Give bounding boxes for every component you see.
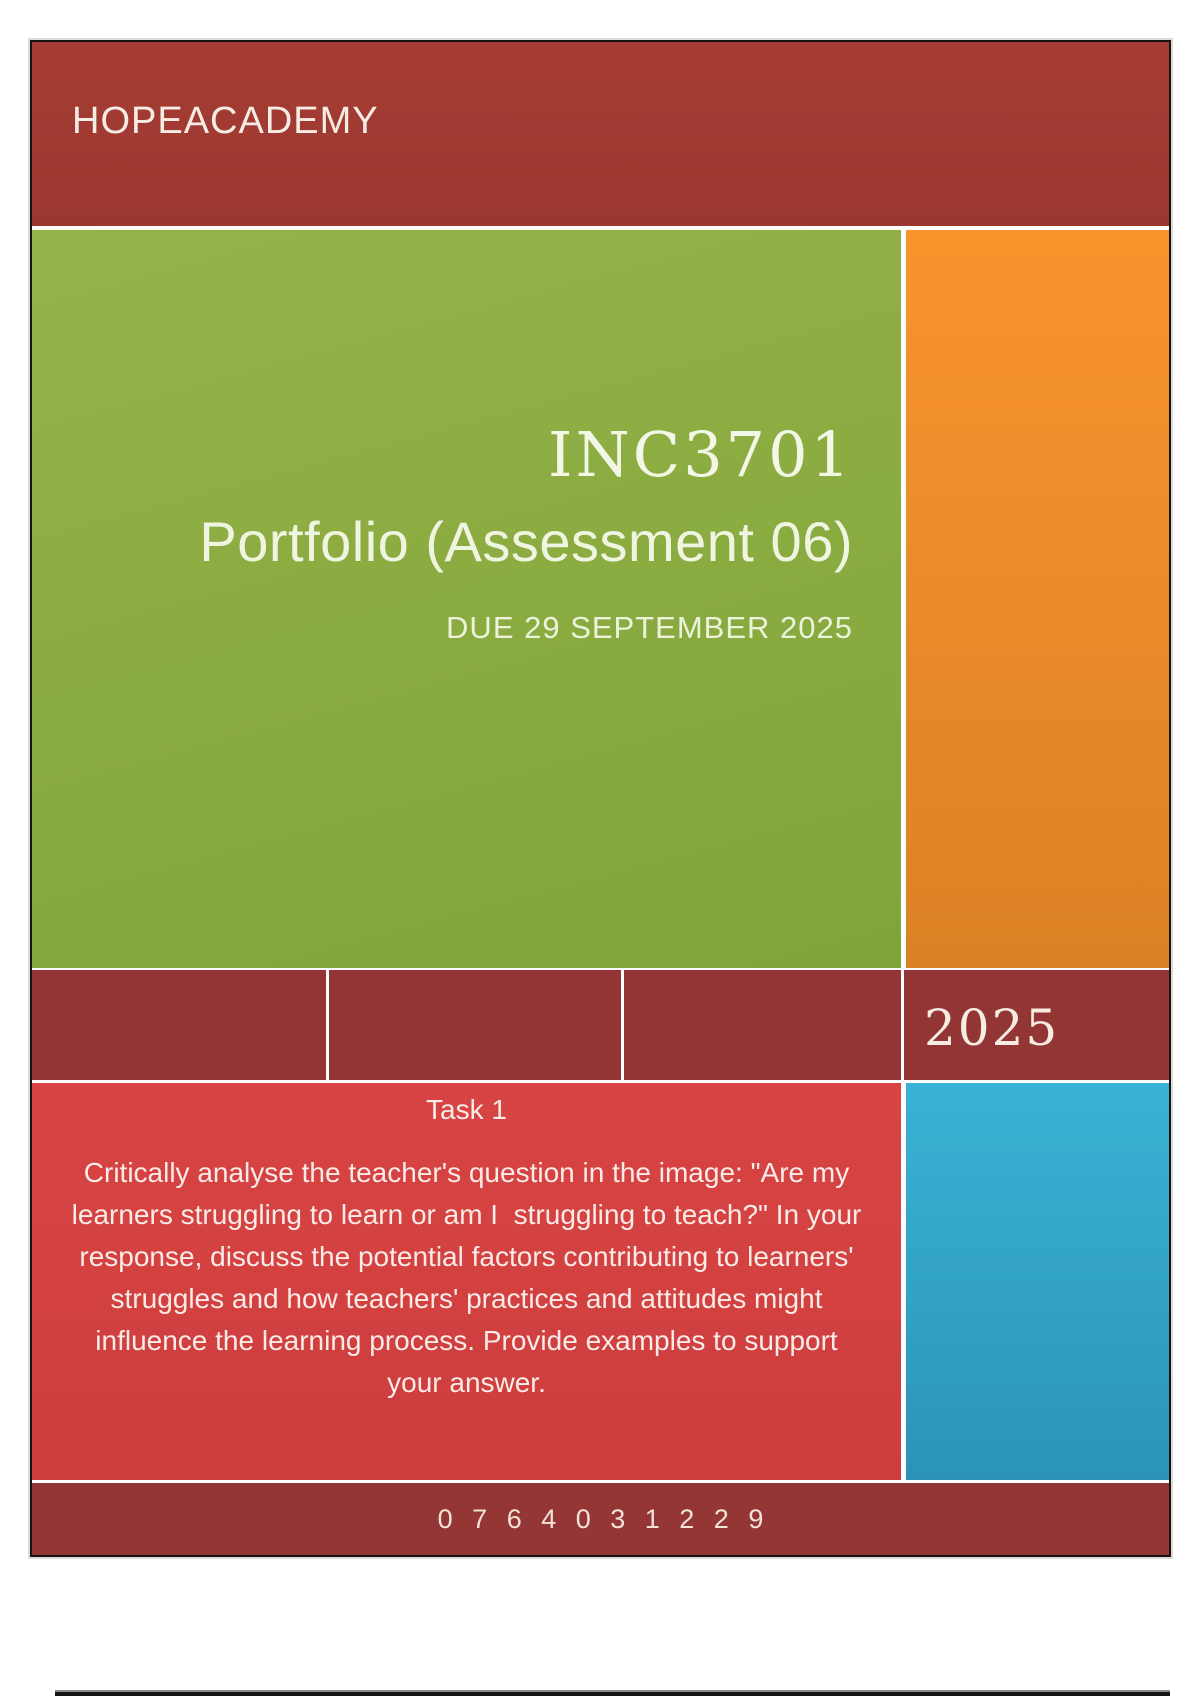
task-body-line: response, discuss the potential factors …: [79, 1241, 854, 1272]
course-code: INC3701: [548, 418, 853, 491]
year-band-cell-1: [32, 970, 326, 1080]
course-title: Portfolio (Assessment 06): [199, 510, 853, 573]
task-side-panel: [906, 1083, 1169, 1480]
task-body-line: your answer.: [387, 1367, 546, 1398]
task-body-line: learners struggling to learn or am I str…: [71, 1199, 862, 1230]
phone-number: 0 7 6 4 0 3 1 2 2 9: [437, 1503, 770, 1534]
year-band-cell-2: [329, 970, 621, 1080]
task-heading: Task 1: [426, 1094, 507, 1125]
due-date: DUE 29 SEPTEMBER 2025: [446, 610, 853, 645]
hero-orange-panel: [906, 230, 1169, 968]
footer-band: 0 7 6 4 0 3 1 2 2 9: [32, 1483, 1169, 1555]
task-panel: Task 1 Critically analyse the teacher's …: [32, 1083, 901, 1480]
brand-title: HOPEACADEMY: [72, 99, 379, 142]
task-row: Task 1 Critically analyse the teacher's …: [32, 1083, 1169, 1480]
cover-card: HOPEACADEMY INC3701 Portfolio (Assessmen…: [28, 38, 1173, 1559]
task-body-line: influence the learning process. Provide …: [95, 1325, 838, 1356]
hero-green-panel: INC3701 Portfolio (Assessment 06) DUE 29…: [32, 230, 901, 968]
header-band: HOPEACADEMY: [32, 42, 1169, 226]
year-band: 2025: [32, 970, 1169, 1080]
year-band-cell-3: [624, 970, 901, 1080]
bottom-rule: [55, 1692, 1170, 1696]
hero-row: INC3701 Portfolio (Assessment 06) DUE 29…: [32, 230, 1169, 968]
year-text: 2025: [924, 999, 1060, 1057]
task-body: Critically analyse the teacher's questio…: [72, 1152, 862, 1404]
task-body-line: struggles and how teachers' practices an…: [110, 1283, 823, 1314]
year-band-cell-year: 2025: [904, 970, 1169, 1080]
task-body-line: Critically analyse the teacher's questio…: [83, 1157, 850, 1188]
